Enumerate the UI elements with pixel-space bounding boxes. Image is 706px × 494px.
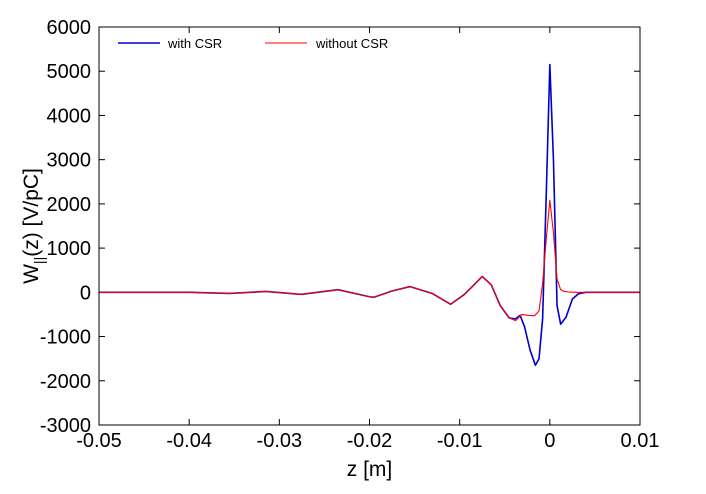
y-axis-label-main: W	[20, 264, 43, 284]
y-tick-label: 1000	[47, 238, 92, 260]
y-axis-label: W||(z) [V/pC]	[20, 168, 47, 284]
y-tick-label: 2000	[47, 194, 92, 216]
y-axis-label-rest: (z) [V/pC]	[20, 168, 43, 257]
series-line-with-csr	[99, 63, 640, 367]
series-line-without-csr	[99, 199, 640, 322]
x-tick-label: -0.02	[347, 430, 393, 452]
y-tick-label: 4000	[47, 105, 92, 127]
y-tick-label: 5000	[47, 61, 92, 83]
series-layer	[99, 63, 640, 367]
y-tick-label: 0	[80, 282, 91, 304]
x-tick-label: 0	[544, 430, 555, 452]
x-tick-label: -0.05	[76, 430, 122, 452]
y-tick-labels: -3000 -2000 -1000 0 1000 2000 3000 4000 5000 6000	[40, 17, 91, 437]
legend: with CSR without CSR	[118, 36, 388, 51]
x-axis-label: z [m]	[347, 458, 393, 481]
plot-frame	[98, 26, 641, 426]
x-tick-labels: -0.05 -0.04 -0.03 -0.02 -0.01 0 0.01	[76, 430, 659, 452]
x-tick-label: -0.04	[166, 430, 212, 452]
y-tick-label: -2000	[40, 371, 91, 393]
y-axis-label-subscript: ||	[31, 257, 47, 264]
y-tick-label: -1000	[40, 327, 91, 349]
legend-label-with-csr: with CSR	[167, 36, 222, 51]
x-tick-label: -0.03	[257, 430, 303, 452]
y-tick-label: 6000	[47, 17, 92, 39]
y-tick-label: -3000	[40, 415, 91, 437]
axis-ticks	[98, 26, 641, 426]
y-tick-label: 3000	[47, 150, 92, 172]
x-tick-label: 0.01	[621, 430, 660, 452]
legend-label-without-csr: without CSR	[315, 36, 388, 51]
x-tick-label: -0.01	[437, 430, 483, 452]
